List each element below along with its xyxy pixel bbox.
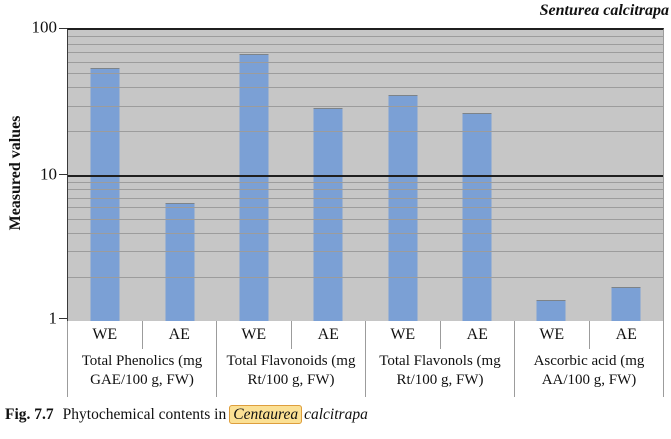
bar-group: [68, 30, 217, 321]
gridline: [68, 36, 663, 38]
y-tick-label: 100: [31, 17, 58, 37]
group-label: Ascorbic acid (mg AA/100 g, FW): [533, 353, 645, 388]
bar: [313, 108, 343, 321]
bar-slot: [440, 30, 514, 321]
bar-slot: [142, 30, 216, 321]
bar: [462, 112, 492, 321]
bar: [611, 287, 641, 321]
gridline: [68, 197, 663, 199]
series-label: AE: [439, 321, 515, 349]
group-label: Total Flavonoids (mg Rt/100 g, FW): [226, 353, 356, 388]
x-axis-labels: WE AE Total Phenolics (mg GAE/100 g, FW)…: [67, 321, 664, 397]
gridline: [68, 87, 663, 89]
bar-slot: [589, 30, 663, 321]
gridline: [68, 131, 663, 133]
gridline: [68, 189, 663, 191]
bar-group: [514, 30, 663, 321]
series-label: AE: [141, 321, 217, 349]
gridline: [68, 61, 663, 63]
bar: [239, 54, 269, 321]
gridline: [68, 181, 663, 183]
caption-text: Phytochemical contents in: [62, 406, 227, 423]
series-label: WE: [539, 326, 565, 343]
bar-slot: [217, 30, 291, 321]
series-label: WE: [390, 326, 416, 343]
chart-title: Senturea calcitrapa: [539, 2, 669, 19]
x-axis-group: WE AE Total Flavonols (mg Rt/100 g, FW): [365, 321, 514, 397]
bar-slot: [291, 30, 365, 321]
bar-group: [217, 30, 366, 321]
caption-highlight: Centaurea: [229, 405, 303, 424]
series-label: AE: [290, 321, 366, 349]
bar-slot: [68, 30, 142, 321]
gridline: [68, 276, 663, 278]
gridline: [68, 251, 663, 253]
figure-caption: Fig. 7.7 Phytochemical contents in Centaur…: [5, 405, 368, 424]
bar-slot: [514, 30, 588, 321]
y-tick-label: 1: [48, 308, 58, 328]
gridline: [68, 105, 663, 107]
gridline: [68, 218, 663, 220]
x-axis-group: WE AE Ascorbic acid (mg AA/100 g, FW): [514, 321, 664, 397]
gridline: [68, 52, 663, 54]
series-label: AE: [588, 321, 664, 349]
series-label: WE: [241, 326, 267, 343]
bar: [90, 67, 120, 321]
gridline-major: [68, 174, 663, 177]
plot-area: [67, 28, 664, 323]
y-tick-label: 10: [40, 164, 57, 184]
gridline: [68, 43, 663, 45]
series-label: WE: [92, 326, 118, 343]
bar: [536, 299, 566, 321]
gridline: [68, 73, 663, 75]
group-label: Total Flavonols (mg Rt/100 g, FW): [379, 353, 501, 388]
bar: [165, 202, 195, 321]
y-tick-mark: [59, 28, 67, 29]
x-axis-group: WE AE Total Phenolics (mg GAE/100 g, FW): [67, 321, 216, 397]
gridline: [68, 232, 663, 234]
gridline: [68, 207, 663, 209]
caption-fig-label: Fig. 7.7: [5, 406, 54, 423]
caption-suffix: calcitrapa: [304, 406, 368, 423]
group-label: Total Phenolics (mg GAE/100 g, FW): [81, 353, 203, 388]
x-axis-group: WE AE Total Flavonoids (mg Rt/100 g, FW): [216, 321, 365, 397]
y-tick-mark: [59, 318, 67, 319]
y-tick-mark: [59, 174, 67, 175]
